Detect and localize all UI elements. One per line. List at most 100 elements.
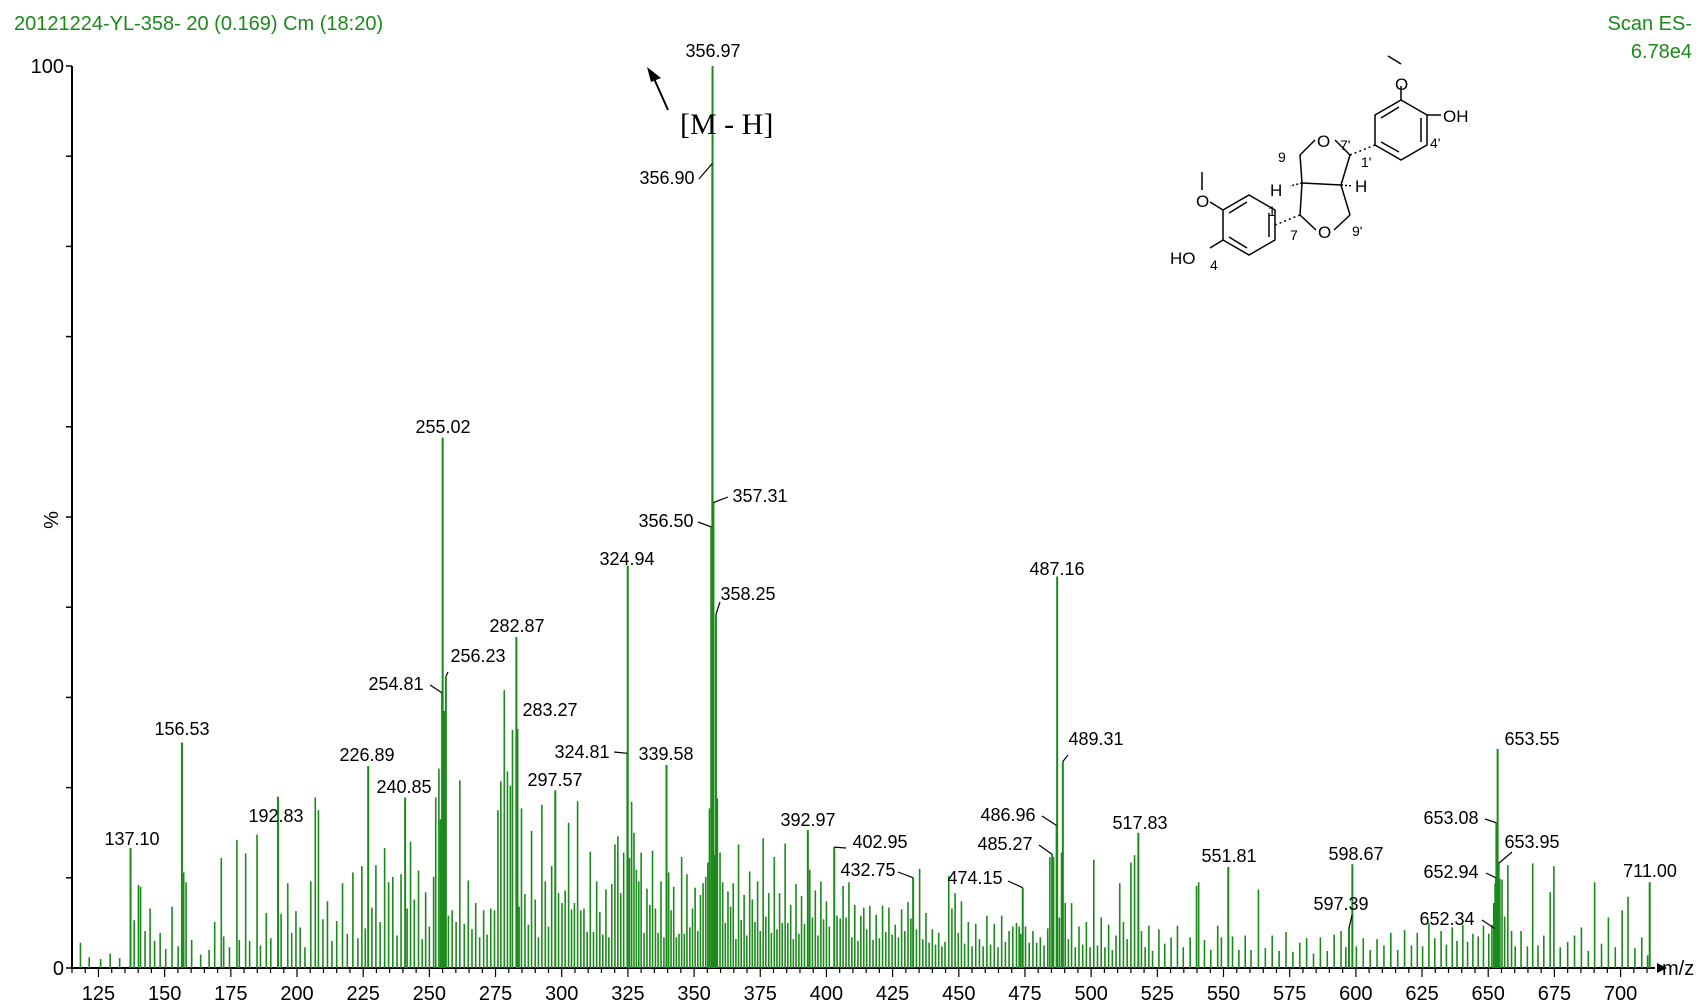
peak-label: 652.94 [1423, 862, 1478, 882]
x-tick-label: 475 [1008, 983, 1041, 1005]
x-tick-label: 250 [413, 983, 446, 1005]
peak-label-leader [1038, 844, 1053, 855]
atom-h-8p: H [1355, 177, 1367, 196]
peak-label: 192.83 [248, 806, 303, 826]
x-tick-label: 650 [1472, 983, 1505, 1005]
chemical-structure [1201, 55, 1441, 256]
y-tick-label-0: 0 [53, 958, 64, 980]
peak-label: 356.97 [685, 41, 740, 61]
molecular-ion-label: [M - H] [680, 108, 773, 141]
peak-label: 474.15 [947, 868, 1002, 888]
peak-label: 137.10 [104, 829, 159, 849]
peak-label: 485.27 [977, 834, 1032, 854]
peak-label: 226.89 [339, 745, 394, 765]
peak-label: 653.95 [1504, 832, 1559, 852]
peak-label-leader [697, 521, 712, 528]
x-axis-label: m/z [1662, 958, 1694, 980]
peak-label: 597.39 [1313, 894, 1368, 914]
position-9: 9 [1278, 149, 1286, 165]
x-tick-label: 525 [1141, 983, 1174, 1005]
peak-label-leader [1041, 815, 1057, 826]
position-4p: 4' [1430, 135, 1440, 151]
peak-label-leader [698, 163, 713, 180]
x-tick-label: 325 [611, 983, 644, 1005]
bond-h8p [1340, 184, 1354, 187]
peak-label: 156.53 [154, 719, 209, 739]
ring-lower-left-double-3 [1228, 236, 1248, 249]
peak-label: 357.31 [732, 486, 787, 506]
x-tick-label: 375 [744, 983, 777, 1005]
bond-c7-c1 [1274, 214, 1301, 226]
sample-header: 20121224-YL-358- 20 (0.169) Cm (18:20) [14, 13, 383, 35]
peak-label: 517.83 [1112, 813, 1167, 833]
peak-label-leader [834, 846, 847, 849]
axes: 100 0% 125 150 175 200 225 250 275 300 325 350 375 40… [31, 56, 1695, 1005]
peak-label: 283.27 [522, 700, 577, 720]
peak-label: 486.96 [980, 805, 1035, 825]
scan-mode-label: Scan ES- [1608, 13, 1692, 35]
ring-lower-left-double-1 [1228, 201, 1248, 214]
peak-label: 256.23 [450, 646, 505, 666]
peak-label: 402.95 [852, 832, 907, 852]
x-tick-label: 500 [1074, 983, 1107, 1005]
x-tick-label: 450 [942, 983, 975, 1005]
peak-label: 356.50 [638, 511, 693, 531]
bond-oh-lower [1209, 239, 1224, 249]
x-tick-label: 675 [1538, 983, 1571, 1005]
ring-upper-right-double-1 [1380, 141, 1400, 153]
x-tick-label: 625 [1405, 983, 1438, 1005]
peak-labels: 137.10 156.53 192.83 226.89 240.85 254.81 255.… [104, 41, 1676, 929]
peak-label: 432.75 [840, 860, 895, 880]
position-7: 7 [1290, 227, 1298, 243]
x-tick-label: 400 [810, 983, 843, 1005]
peak-label-leader [1348, 914, 1353, 929]
peak-label-leader [715, 601, 721, 615]
peak-label: 487.16 [1029, 559, 1084, 579]
x-tick-label: 200 [280, 983, 313, 1005]
chemical-structure-labels: O OH O O O HO H H 9 7' 1' 4' 1 7 9' 4 [1170, 75, 1469, 273]
bond-c8-c7 [1299, 182, 1303, 216]
position-1: 1 [1268, 203, 1276, 219]
ring-upper-right [1374, 99, 1428, 161]
peak-label: 324.81 [554, 742, 609, 762]
ring-upper-right-double-3 [1380, 106, 1400, 119]
x-tick-label: 300 [545, 983, 578, 1005]
position-4: 4 [1210, 257, 1218, 273]
peak-label-leader [1498, 851, 1513, 864]
bond-c8-c8p [1301, 182, 1342, 186]
peak-label-leader [1481, 919, 1495, 929]
peak-label-leader [1485, 872, 1497, 879]
molecular-ion-annotation: [M - H] [647, 67, 773, 141]
bond-c9-o [1299, 139, 1316, 156]
bond-c7p-c8p [1340, 154, 1351, 186]
annotation-arrow-head [647, 67, 661, 82]
peak-label-leader [713, 496, 729, 504]
peak-label: 254.81 [368, 674, 423, 694]
x-tick-label: 575 [1273, 983, 1306, 1005]
atom-oh-upper: OH [1443, 107, 1469, 126]
peak-label: 240.85 [376, 777, 431, 797]
peak-label-leader [897, 871, 914, 879]
peak-label: 339.58 [638, 744, 693, 764]
y-axis-label: % [41, 511, 63, 529]
peak-label-leader [1007, 880, 1023, 889]
x-tick-label: 150 [148, 983, 181, 1005]
bond-o-c7p [1334, 139, 1351, 156]
x-tick-label: 425 [876, 983, 909, 1005]
peak-label: 392.97 [780, 810, 835, 830]
peak-label: 598.67 [1328, 844, 1383, 864]
peak-label: 711.00 [1623, 861, 1677, 881]
peak-label: 358.25 [720, 584, 775, 604]
peak-label: 653.08 [1423, 808, 1478, 828]
atom-ho-lower: HO [1170, 249, 1196, 268]
peak-label: 489.31 [1068, 729, 1123, 749]
bond-methoxy-o-lower [1209, 201, 1224, 211]
x-tick-label: 275 [479, 983, 512, 1005]
peak-label: 255.02 [415, 417, 470, 437]
base-peak-intensity: 6.78e4 [1631, 41, 1692, 63]
position-1p: 1' [1361, 154, 1371, 170]
atom-h-8: H [1270, 181, 1282, 200]
x-tick-label: 550 [1207, 983, 1240, 1005]
peak-label-leader [613, 751, 628, 754]
